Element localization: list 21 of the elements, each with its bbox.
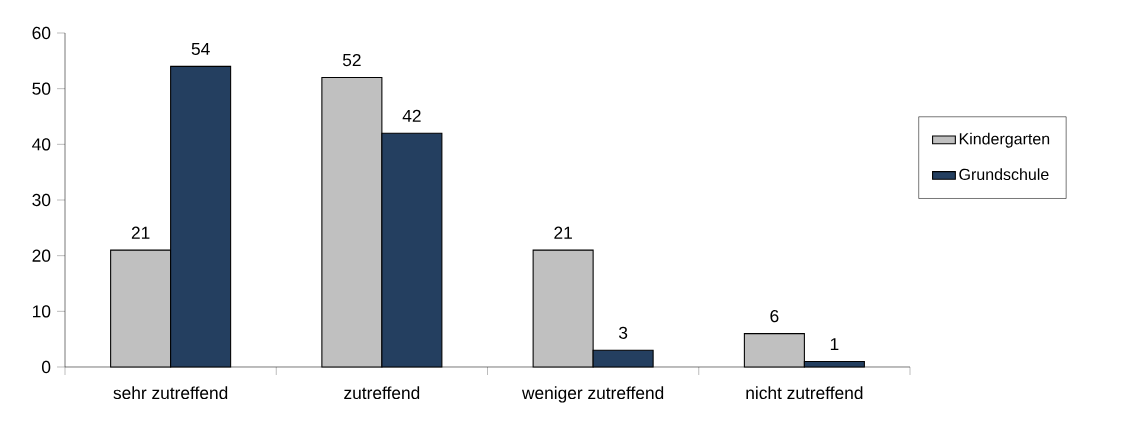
y-tick-label: 20 (32, 249, 51, 262)
legend-label: Grundschule (959, 168, 1049, 181)
data-label: 21 (131, 226, 150, 239)
x-tick-label: weniger zutreffend (521, 386, 664, 403)
x-tick-label: zutreffend (344, 386, 420, 400)
data-label: 3 (618, 326, 628, 339)
legend-label: Kindergarten (959, 132, 1050, 148)
x-tick-label: nicht zutreffend (746, 386, 863, 400)
data-label: 21 (554, 226, 572, 239)
y-tick-label: 60 (32, 26, 51, 40)
data-label: 1 (830, 338, 839, 351)
y-tick-label: 30 (32, 193, 51, 207)
y-tick-label: 0 (41, 360, 51, 374)
data-label: 42 (402, 109, 421, 122)
y-tick-label: 40 (32, 138, 51, 151)
data-label: 6 (770, 309, 779, 323)
data-label: 54 (191, 42, 210, 56)
data-label: 52 (342, 53, 361, 67)
y-tick-label: 50 (32, 82, 51, 95)
x-tick-label: sehr zutreffend (113, 386, 228, 400)
y-tick-label: 10 (33, 305, 51, 318)
